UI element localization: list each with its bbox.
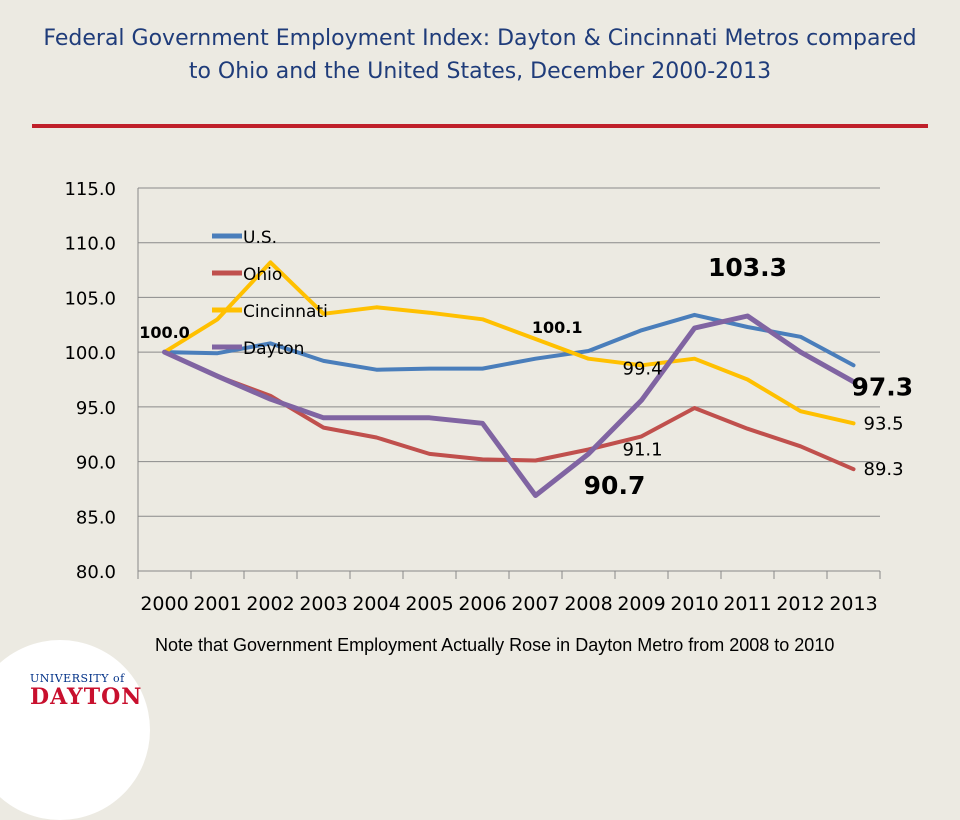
y-tick-label: 95.0 (76, 398, 116, 419)
y-tick-label: 110.0 (64, 234, 116, 255)
data-label: 100.0 (139, 323, 190, 342)
x-tick-label: 2009 (617, 593, 665, 615)
x-tick-label: 2000 (140, 593, 188, 615)
title-divider (32, 124, 928, 128)
data-label: 99.4 (623, 359, 663, 380)
legend-label: Cincinnati (243, 302, 328, 322)
x-tick-label: 2002 (246, 593, 294, 615)
legend: U.S. Ohio Cincinnati Dayton (212, 228, 328, 359)
data-label: 89.3 (864, 459, 904, 480)
data-label: 97.3 (852, 373, 914, 402)
y-tick-label: 80.0 (76, 562, 116, 583)
chart-note: Note that Government Employment Actually… (155, 635, 835, 655)
data-label: 103.3 (708, 253, 787, 282)
y-tick-label: 105.0 (64, 288, 116, 309)
x-tick-label: 2003 (299, 593, 347, 615)
data-label: 90.7 (584, 471, 646, 500)
y-tick-label: 90.0 (76, 453, 116, 474)
x-tick-label: 2007 (511, 593, 559, 615)
series-line-cincinnati (162, 260, 856, 426)
data-label: 100.1 (532, 318, 583, 337)
y-tick-label: 100.0 (64, 343, 116, 364)
x-tick-label: 2008 (564, 593, 612, 615)
logo-backdrop (0, 640, 150, 820)
legend-label: U.S. (243, 228, 277, 248)
logo-line-1: UNIVERSITY of (30, 672, 125, 685)
x-tick-label: 2001 (193, 593, 241, 615)
data-label: 91.1 (623, 440, 663, 461)
line-chart: 80.0 85.0 90.0 95.0 100.0 105.0 110.0 115.0 2000… (64, 179, 914, 615)
x-tick-label: 2011 (723, 593, 771, 615)
series-line-ohio (162, 350, 856, 472)
legend-label: Dayton (243, 339, 304, 359)
y-tick-label: 85.0 (76, 507, 116, 528)
x-tick-label: 2012 (776, 593, 824, 615)
y-tick-label: 115.0 (64, 179, 116, 200)
x-tick-label: 2005 (405, 593, 453, 615)
x-tick-label: 2004 (352, 593, 400, 615)
x-tick-label: 2010 (670, 593, 718, 615)
x-tick-label: 2006 (458, 593, 506, 615)
logo-line-2: DAYTON (30, 684, 143, 710)
chart-title: Federal Government Employment Index: Day… (43, 26, 917, 84)
legend-label: Ohio (243, 265, 282, 285)
university-logo[interactable]: UNIVERSITY of DAYTON (30, 672, 143, 710)
x-tick-label: 2013 (829, 593, 877, 615)
data-label: 93.5 (864, 413, 904, 434)
series-line-us (162, 312, 856, 372)
series-line-dayton (162, 313, 856, 498)
